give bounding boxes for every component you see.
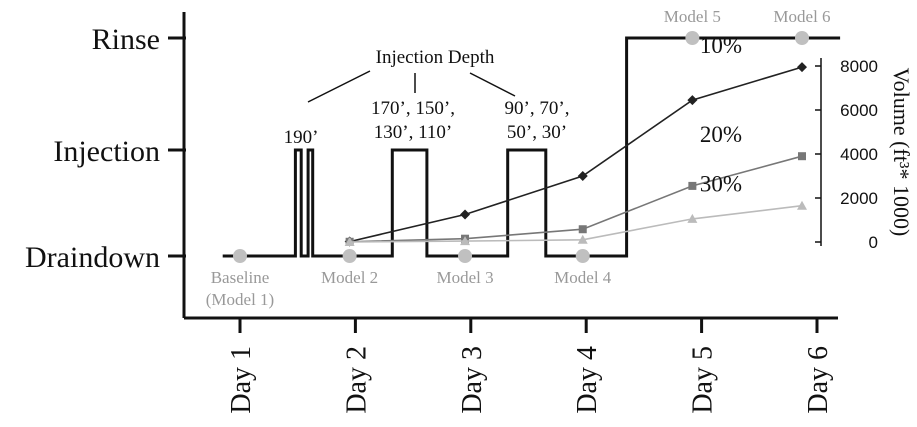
model-marker	[794, 31, 809, 45]
series-point	[796, 62, 807, 73]
depth-leader-line	[307, 70, 371, 103]
model-marker	[685, 31, 700, 45]
model-markers: Baseline (Model 1) Model 2 Model 3 Model 4 Mo…	[206, 7, 831, 309]
model-marker	[575, 249, 590, 263]
state-label-draindown: Draindown	[25, 241, 160, 274]
model-label-3: Model 3	[436, 268, 493, 287]
volume-axis: 0 2000 4000 6000 8000 Volume (ft³* 1000)	[815, 57, 914, 252]
model-marker	[233, 249, 247, 263]
model-label-2: Model 2	[321, 268, 378, 287]
operation-schedule-line	[222, 36, 841, 258]
series-point	[797, 152, 806, 161]
volume-series: 10% 20% 30%	[344, 33, 807, 247]
series-point	[687, 95, 698, 106]
model-label-5: Model 5	[664, 7, 721, 26]
model-label-6: Model 6	[773, 7, 830, 26]
series-point	[687, 213, 698, 223]
volume-tick-label-0: 0	[869, 233, 878, 252]
day-label-3: Day 3	[457, 346, 488, 414]
depth-leader-line	[469, 72, 516, 97]
state-axis: Draindown Injection Rinse	[25, 12, 186, 318]
volume-tick-label-6000: 6000	[840, 101, 878, 120]
injection-depth-label-2-2: 130’, 110’	[374, 122, 452, 143]
series-point	[577, 171, 588, 181]
day-label-2: Day 2	[341, 346, 372, 414]
model-label-1: Baseline	[211, 268, 270, 287]
injection-depth-annotations: Injection Depth 190’ 170’, 150’, 130’, 110’…	[284, 47, 570, 148]
injection-depth-label-3-2: 50’, 30’	[507, 122, 567, 143]
state-label-injection: Injection	[53, 135, 160, 168]
series-line-10pct	[349, 66, 803, 243]
model-marker	[342, 249, 357, 263]
series-point	[796, 200, 807, 210]
series-point	[344, 237, 355, 246]
day-label-1: Day 1	[226, 346, 257, 414]
series-point	[578, 225, 587, 234]
injection-depth-title: Injection Depth	[376, 47, 495, 68]
series-point	[577, 234, 588, 244]
injection-depth-label-1-1: 190’	[284, 127, 319, 148]
volume-tick-label-2000: 2000	[840, 189, 878, 208]
injection-depth-label-3-1: 90’, 70’,	[505, 98, 570, 119]
model-label-4: Model 4	[554, 268, 612, 287]
day-label-6: Day 6	[803, 346, 834, 414]
series-point	[460, 209, 471, 220]
injection-depth-label-2-1: 170’, 150’,	[371, 98, 455, 119]
volume-tick-label-8000: 8000	[840, 57, 878, 76]
series-point	[460, 236, 471, 246]
day-axis: Day 1 Day 2 Day 3 Day 4 Day 5 Day 6	[184, 316, 838, 414]
volume-axis-label: Volume (ft³* 1000)	[889, 68, 914, 237]
operation-step-line	[222, 36, 841, 258]
series-line-30pct	[349, 204, 803, 243]
model-label-1-line2: (Model 1)	[206, 290, 274, 309]
day-label-5: Day 5	[688, 346, 719, 414]
series-label-30pct: 30%	[700, 172, 742, 197]
day-label-4: Day 4	[572, 346, 603, 414]
series-point	[688, 181, 697, 190]
volume-tick-label-4000: 4000	[840, 145, 878, 164]
series-label-10pct: 10%	[700, 33, 742, 58]
series-label-20pct: 20%	[700, 122, 742, 147]
series-line-20pct	[349, 155, 803, 243]
state-label-rinse: Rinse	[92, 23, 160, 56]
model-marker	[458, 249, 473, 263]
